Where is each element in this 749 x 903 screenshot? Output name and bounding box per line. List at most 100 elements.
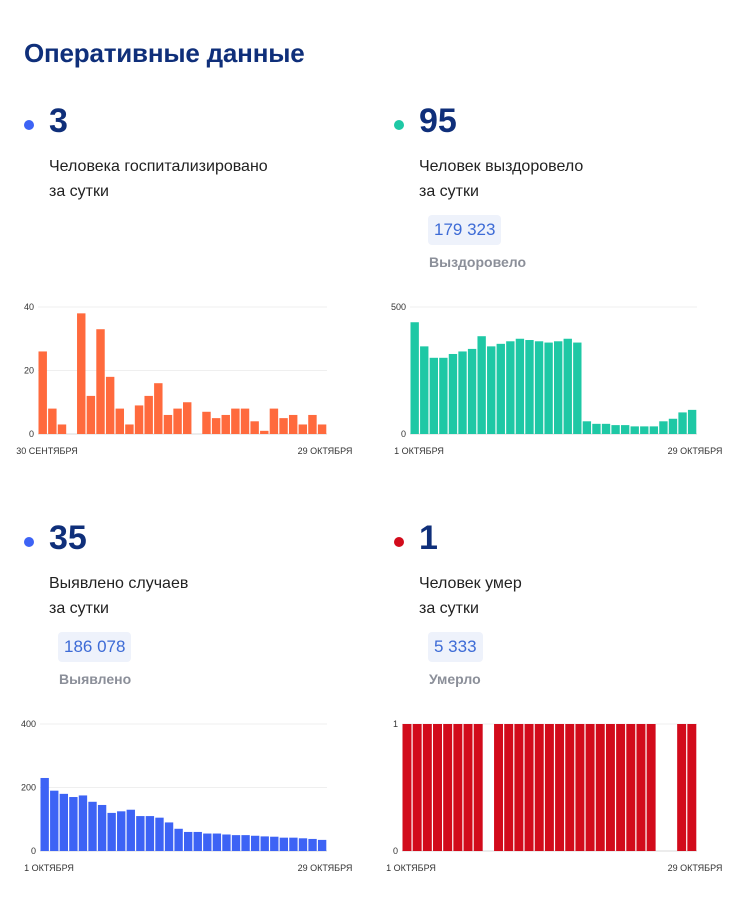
bar bbox=[668, 418, 678, 434]
bar bbox=[40, 777, 49, 851]
x-start-label: 1 ОКТЯБРЯ bbox=[386, 863, 436, 873]
deaths-count: 1 bbox=[419, 519, 438, 557]
bar bbox=[279, 418, 288, 434]
bar bbox=[687, 724, 697, 851]
bar bbox=[620, 425, 630, 434]
y-tick-label: 400 bbox=[21, 719, 36, 729]
x-start-label: 1 ОКТЯБРЯ bbox=[394, 446, 444, 456]
bar bbox=[107, 812, 116, 851]
bar bbox=[250, 421, 259, 434]
x-end-label: 29 ОКТЯБРЯ bbox=[298, 863, 353, 873]
bar bbox=[125, 424, 134, 434]
bar bbox=[585, 724, 595, 851]
x-end-label: 29 ОКТЯБРЯ bbox=[298, 446, 353, 456]
hospitalized-caption-line1: Человека госпитализировано bbox=[49, 158, 268, 175]
bar bbox=[592, 423, 601, 434]
bar bbox=[433, 724, 442, 851]
bar bbox=[78, 795, 88, 851]
y-tick-label: 200 bbox=[21, 783, 36, 793]
bar bbox=[443, 724, 453, 851]
bar bbox=[458, 351, 467, 434]
bar bbox=[575, 724, 585, 851]
x-start-label: 30 СЕНТЯБРЯ bbox=[16, 446, 78, 456]
bar bbox=[77, 313, 86, 434]
bar bbox=[420, 346, 429, 434]
bar bbox=[573, 342, 582, 434]
bar bbox=[57, 424, 67, 434]
bar bbox=[269, 408, 279, 434]
bar bbox=[184, 831, 193, 851]
bar bbox=[496, 343, 505, 434]
bar bbox=[595, 724, 605, 851]
bar bbox=[231, 835, 241, 851]
bar bbox=[298, 838, 308, 851]
bar bbox=[163, 414, 173, 434]
y-tick-label: 40 bbox=[24, 302, 34, 312]
x-start-label: 1 ОКТЯБРЯ bbox=[24, 863, 74, 873]
bar bbox=[145, 816, 155, 851]
bar bbox=[289, 837, 298, 851]
bar bbox=[677, 724, 687, 851]
bar bbox=[174, 828, 183, 851]
bar bbox=[317, 839, 327, 851]
bar bbox=[134, 405, 144, 434]
cases-caption: Выявлено случаев за сутки bbox=[49, 571, 309, 621]
bar bbox=[463, 724, 473, 851]
bar bbox=[565, 724, 575, 851]
bar bbox=[203, 833, 212, 851]
bar bbox=[640, 426, 649, 434]
cases-dot-icon bbox=[24, 537, 34, 547]
recovered-total-label: Выздоровело bbox=[429, 254, 527, 270]
bar bbox=[86, 395, 96, 434]
bar bbox=[222, 834, 231, 851]
y-tick-label: 0 bbox=[393, 846, 398, 856]
bar bbox=[288, 414, 298, 434]
bar bbox=[504, 724, 514, 851]
recovered-caption-line1: Человек выздоровело bbox=[419, 158, 584, 175]
recovered-caption: Человек выздоровело за сутки bbox=[419, 154, 679, 204]
bar bbox=[69, 797, 78, 851]
hospitalized-count: 3 bbox=[49, 102, 68, 140]
bar bbox=[260, 836, 269, 851]
bar bbox=[534, 724, 544, 851]
recovered-dot-icon bbox=[394, 120, 404, 130]
bar bbox=[317, 424, 327, 434]
bar bbox=[494, 724, 504, 851]
bar bbox=[105, 376, 115, 434]
bar bbox=[649, 426, 659, 434]
bar bbox=[173, 408, 182, 434]
bar bbox=[117, 811, 126, 851]
recovered-caption-line2: за сутки bbox=[419, 183, 479, 200]
bar bbox=[211, 418, 221, 434]
bar bbox=[601, 423, 611, 434]
bar bbox=[524, 724, 534, 851]
bar bbox=[630, 426, 639, 434]
bar bbox=[279, 837, 289, 851]
bar bbox=[514, 724, 524, 851]
bar bbox=[605, 724, 615, 851]
bar bbox=[126, 809, 135, 851]
x-end-label: 29 ОКТЯБРЯ bbox=[668, 863, 723, 873]
cases-count: 35 bbox=[49, 519, 87, 557]
bar bbox=[38, 351, 47, 434]
bar bbox=[678, 412, 687, 434]
bar bbox=[473, 724, 483, 851]
y-tick-label: 1 bbox=[393, 719, 398, 729]
bar bbox=[659, 421, 668, 434]
bar bbox=[563, 338, 572, 434]
bar bbox=[544, 724, 554, 851]
y-tick-label: 500 bbox=[391, 302, 406, 312]
bar bbox=[439, 357, 448, 434]
bar bbox=[453, 724, 463, 851]
cases-caption-line1: Выявлено случаев bbox=[49, 575, 189, 592]
bar bbox=[136, 816, 145, 851]
bar bbox=[611, 425, 620, 434]
bar bbox=[544, 342, 553, 434]
cases-total-label: Выявлено bbox=[59, 671, 132, 687]
bar bbox=[308, 414, 317, 434]
bar bbox=[467, 348, 477, 434]
bar bbox=[646, 724, 656, 851]
